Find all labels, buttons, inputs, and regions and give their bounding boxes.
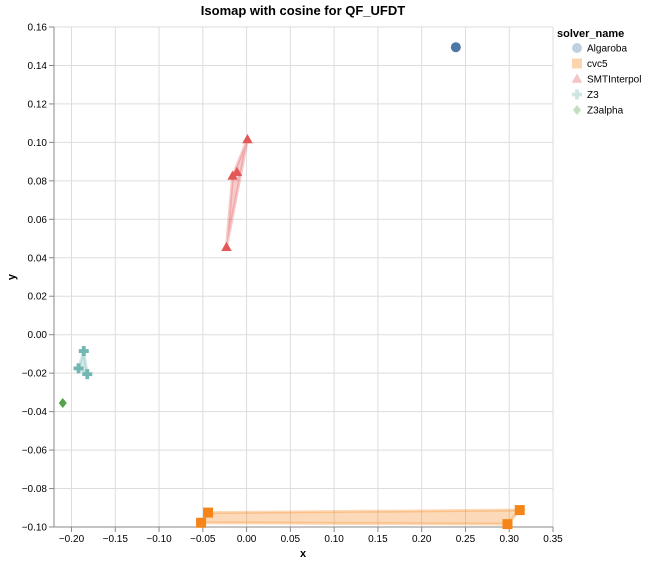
legend-symbol-z3 <box>572 89 582 100</box>
y-tick-label: −0.02 <box>22 369 48 380</box>
point-z3alpha <box>58 397 67 408</box>
legend-label-z3: Z3 <box>587 90 599 101</box>
x-tick-label: 0.20 <box>412 534 432 545</box>
legend-symbol-algaroba <box>572 43 582 53</box>
y-tick-label: 0.06 <box>28 215 48 226</box>
point-smtinterpol <box>242 134 253 144</box>
cluster-hulls <box>77 138 522 526</box>
y-tick-label: 0.08 <box>28 176 48 187</box>
point-smtinterpol <box>221 241 232 251</box>
x-tick-label: 0.00 <box>237 534 257 545</box>
point-cvc5 <box>502 519 513 530</box>
y-tick-label: 0.12 <box>28 99 48 110</box>
x-tick-label: −0.05 <box>190 534 216 545</box>
legend-symbol-smtinterpol <box>571 73 583 83</box>
axes: −0.20 −0.15 −0.10 −0.05 0.00 0.05 0.10 0.15 0.20… <box>22 23 563 546</box>
cluster-hull-smtinterpol <box>224 138 249 249</box>
legend-label-cvc5: cvc5 <box>587 59 608 70</box>
y-tick-label: 0.00 <box>28 330 48 341</box>
point-cvc5 <box>514 505 525 516</box>
y-tick-label: 0.10 <box>28 138 48 149</box>
y-tick-label: −0.10 <box>22 523 48 534</box>
chart-title: Isomap with cosine for QF_UFDT <box>201 3 405 18</box>
x-axis-title: x <box>300 548 307 560</box>
legend-label-z3alpha: Z3alpha <box>587 106 624 117</box>
y-tick-label: 0.02 <box>28 292 48 303</box>
cluster-hull-cvc5 <box>199 508 522 526</box>
legend-symbol-z3alpha <box>573 105 581 115</box>
data-points <box>58 42 525 530</box>
x-tick-label: 0.10 <box>324 534 344 545</box>
point-z3 <box>73 363 84 374</box>
legend-symbol-cvc5 <box>572 58 582 69</box>
y-tick-label: −0.06 <box>22 446 48 457</box>
legend-title: solver_name <box>557 28 624 40</box>
legend-label-smtinterpol: SMTInterpol <box>587 75 641 86</box>
legend: solver_name Algaroba cvc5 SMTInterpol Z3 Z3a… <box>557 28 641 117</box>
x-tick-label: −0.20 <box>59 534 85 545</box>
point-z3 <box>82 369 93 380</box>
x-tick-label: 0.05 <box>281 534 301 545</box>
point-smtinterpol <box>231 166 243 176</box>
x-tick-label: 0.15 <box>368 534 388 545</box>
x-tick-label: −0.15 <box>103 534 129 545</box>
y-tick-label: 0.16 <box>28 23 48 34</box>
y-tick-label: −0.08 <box>22 484 48 495</box>
x-tick-label: 0.25 <box>456 534 476 545</box>
x-tick-label: 0.35 <box>543 534 563 545</box>
legend-label-algaroba: Algaroba <box>587 44 627 55</box>
point-cvc5 <box>203 507 214 518</box>
y-tick-label: −0.04 <box>22 407 48 418</box>
y-axis-title: y <box>6 273 18 280</box>
x-tick-label: 0.30 <box>499 534 519 545</box>
point-cvc5 <box>196 517 207 528</box>
point-z3 <box>78 346 89 357</box>
grid <box>54 26 554 528</box>
x-tick-label: −0.10 <box>146 534 172 545</box>
y-tick-label: 0.04 <box>28 253 48 264</box>
y-tick-label: 0.14 <box>28 61 48 72</box>
point-algaroba <box>450 42 461 53</box>
